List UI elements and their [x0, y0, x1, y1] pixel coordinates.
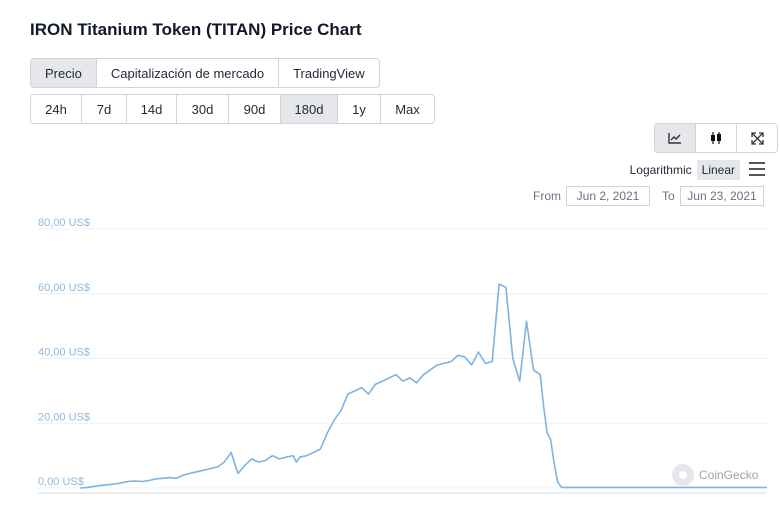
- range-14d[interactable]: 14d: [127, 95, 177, 123]
- range-1y[interactable]: 1y: [338, 95, 381, 123]
- range-24h[interactable]: 24h: [31, 95, 82, 123]
- range-30d[interactable]: 30d: [177, 95, 229, 123]
- from-label: From: [533, 189, 561, 203]
- line-chart-icon: [668, 133, 681, 144]
- coingecko-logo-icon: [672, 464, 694, 486]
- price-line: [79, 283, 767, 489]
- linear-option[interactable]: Linear: [696, 160, 740, 180]
- to-date-input[interactable]: [680, 186, 764, 206]
- y-tick-label: 40,00 US$: [38, 347, 90, 359]
- page-title: IRON Titanium Token (TITAN) Price Chart: [30, 20, 362, 39]
- range-7d[interactable]: 7d: [82, 95, 127, 123]
- logarithmic-option[interactable]: Logarithmic: [629, 163, 692, 177]
- y-tick-label: 60,00 US$: [38, 282, 90, 294]
- chart-tool-buttons: [654, 123, 778, 153]
- coingecko-watermark: CoinGecko: [672, 464, 758, 486]
- scale-toggle: Logarithmic Linear: [625, 160, 740, 180]
- candlestick-icon: [711, 132, 721, 144]
- tab-tradingview[interactable]: TradingView: [293, 65, 365, 81]
- range-90d[interactable]: 90d: [229, 95, 281, 123]
- tab-precio[interactable]: Precio: [31, 59, 97, 87]
- watermark-text: CoinGecko: [699, 468, 759, 482]
- line-chart-button[interactable]: [655, 124, 696, 152]
- candlestick-button[interactable]: [696, 124, 737, 152]
- y-tick-label: 80,00 US$: [38, 217, 90, 229]
- y-tick-label: 20,00 US$: [38, 411, 90, 423]
- to-label: To: [662, 189, 675, 203]
- tab-capitalizacion[interactable]: Capitalización de mercado: [97, 59, 280, 87]
- range-max[interactable]: Max: [395, 101, 420, 117]
- chart-tabs: Precio Capitalización de mercado Trading…: [30, 58, 380, 88]
- range-180d[interactable]: 180d: [281, 95, 338, 123]
- hamburger-menu-icon[interactable]: [749, 162, 765, 176]
- fullscreen-button[interactable]: [737, 124, 777, 152]
- fullscreen-icon: [750, 131, 764, 145]
- from-date-input[interactable]: [566, 186, 650, 206]
- time-range-selector: 24h 7d 14d 30d 90d 180d 1y Max: [30, 94, 435, 124]
- y-tick-label: 0,00 US$: [38, 476, 84, 488]
